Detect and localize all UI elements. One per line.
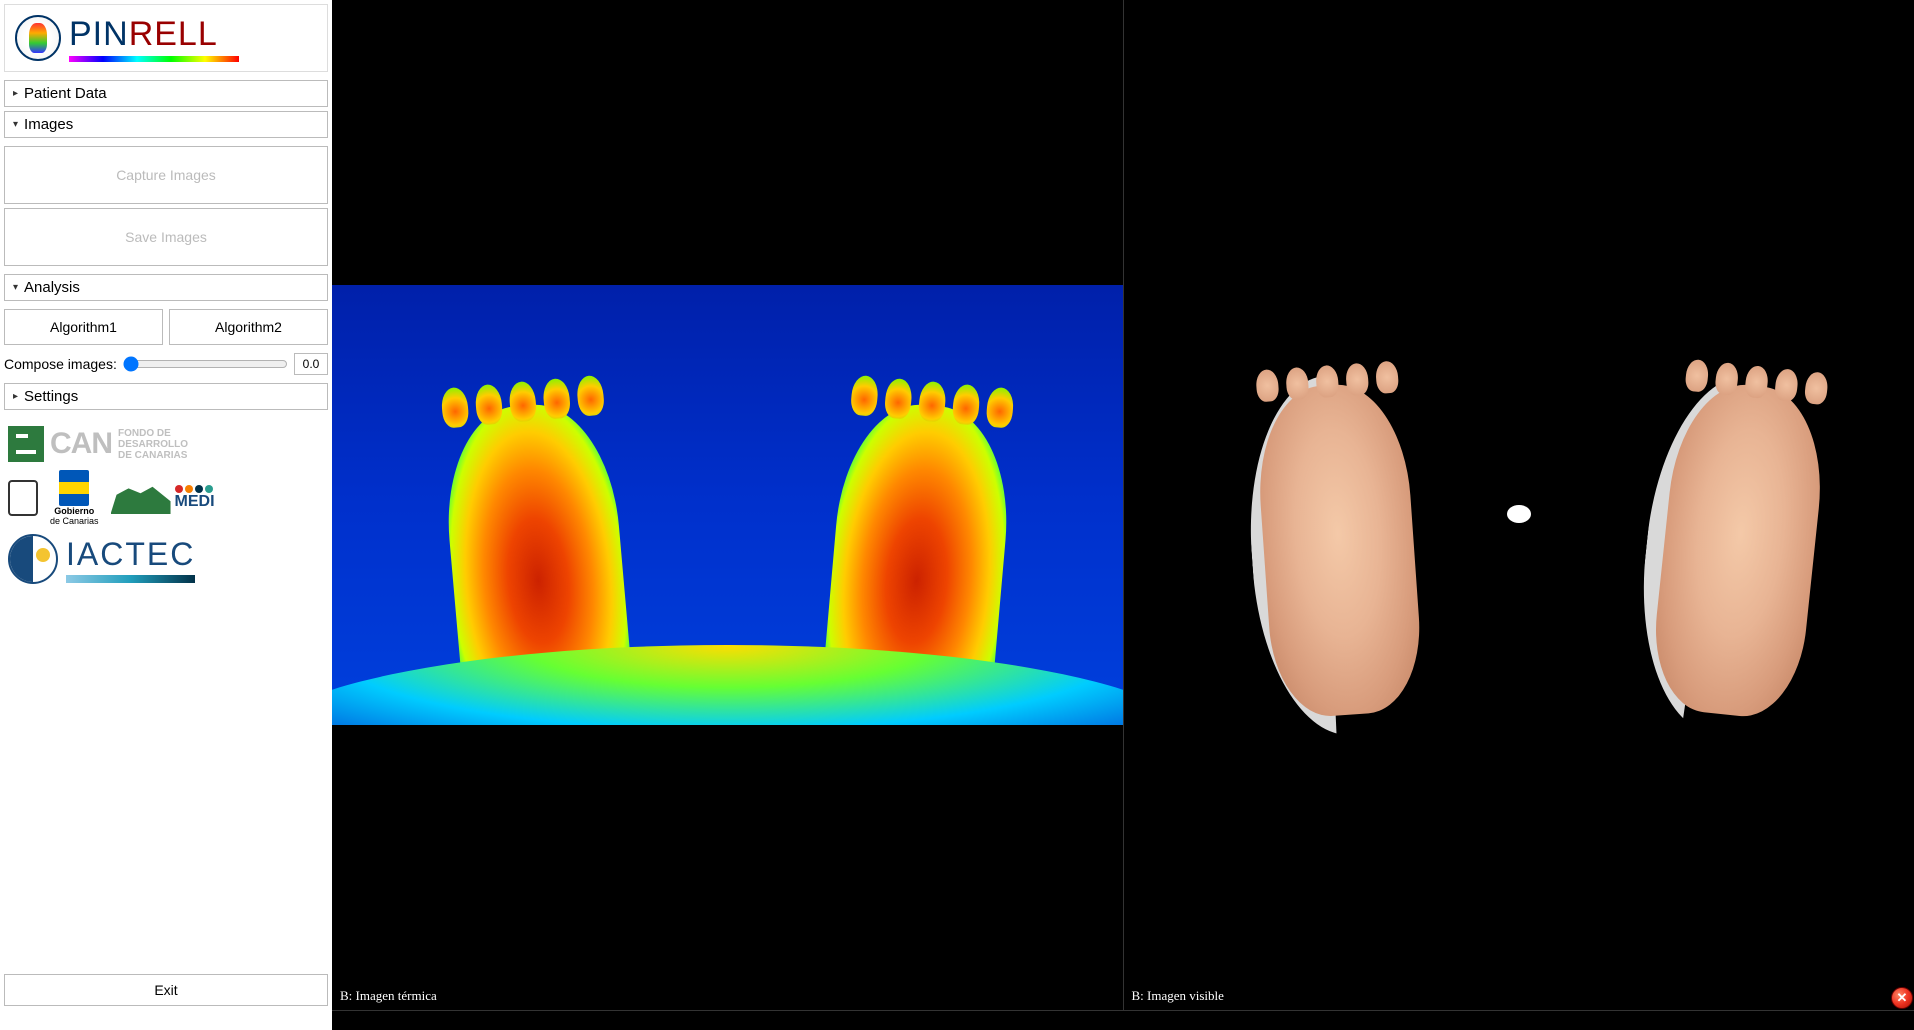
- exit-button[interactable]: Exit: [4, 974, 328, 1006]
- gobierno-logo: Gobierno de Canarias: [50, 470, 99, 526]
- thermal-image[interactable]: [332, 0, 1123, 1010]
- section-settings[interactable]: ▸ Settings: [4, 383, 328, 410]
- algorithm2-button[interactable]: Algorithm2: [169, 309, 328, 345]
- section-analysis[interactable]: ▾ Analysis: [4, 274, 328, 301]
- thermal-label: B: Imagen térmica: [340, 988, 437, 1004]
- visible-image[interactable]: [1124, 0, 1914, 1010]
- chevron-right-icon: ▸: [13, 391, 18, 402]
- visible-label: B: Imagen visible: [1132, 988, 1224, 1004]
- section-images[interactable]: ▾ Images: [4, 111, 328, 138]
- iactec-logo: IACTEC: [8, 534, 324, 584]
- sponsors-block: CAN FONDO DEDESARROLLODE CANARIAS Gobier…: [4, 422, 328, 588]
- section-label: Analysis: [24, 279, 80, 296]
- visible-panel: B: Imagen visible ✕: [1124, 0, 1914, 1010]
- close-icon[interactable]: ✕: [1891, 987, 1913, 1009]
- chevron-right-icon: ▸: [13, 88, 18, 99]
- section-images-body: Capture Images Save Images: [4, 138, 328, 270]
- chevron-down-icon: ▾: [13, 119, 18, 130]
- status-bar: [332, 1010, 1914, 1030]
- can-logo: CAN FONDO DEDESARROLLODE CANARIAS: [8, 426, 188, 462]
- compose-value[interactable]: 0.0: [294, 353, 328, 375]
- section-label: Patient Data: [24, 85, 107, 102]
- section-analysis-body: Algorithm1 Algorithm2 Compose images: 0.…: [4, 301, 328, 379]
- section-label: Images: [24, 116, 73, 133]
- medi-logo: MEDI: [111, 482, 215, 514]
- compose-slider[interactable]: [123, 356, 288, 372]
- main-content: PINRELL ▸ Patient Data ▾ Images Capture …: [0, 0, 1914, 1010]
- logo-rainbow-bar: [69, 56, 239, 62]
- cabildo-logo: [8, 480, 38, 516]
- app-logo: PINRELL: [4, 4, 328, 72]
- section-label: Settings: [24, 388, 78, 405]
- capture-images-button[interactable]: Capture Images: [4, 146, 328, 204]
- algorithm1-button[interactable]: Algorithm1: [4, 309, 163, 345]
- image-viewer: B: Imagen térmica B: Imagen visible ✕: [332, 0, 1914, 1010]
- sidebar: PINRELL ▸ Patient Data ▾ Images Capture …: [0, 0, 332, 1010]
- logo-foot-icon: [15, 15, 61, 61]
- logo-title: PINRELL: [69, 15, 239, 54]
- thermal-panel: B: Imagen térmica: [332, 0, 1124, 1010]
- compose-label: Compose images:: [4, 356, 117, 372]
- section-patient-data[interactable]: ▸ Patient Data: [4, 80, 328, 107]
- chevron-down-icon: ▾: [13, 282, 18, 293]
- save-images-button[interactable]: Save Images: [4, 208, 328, 266]
